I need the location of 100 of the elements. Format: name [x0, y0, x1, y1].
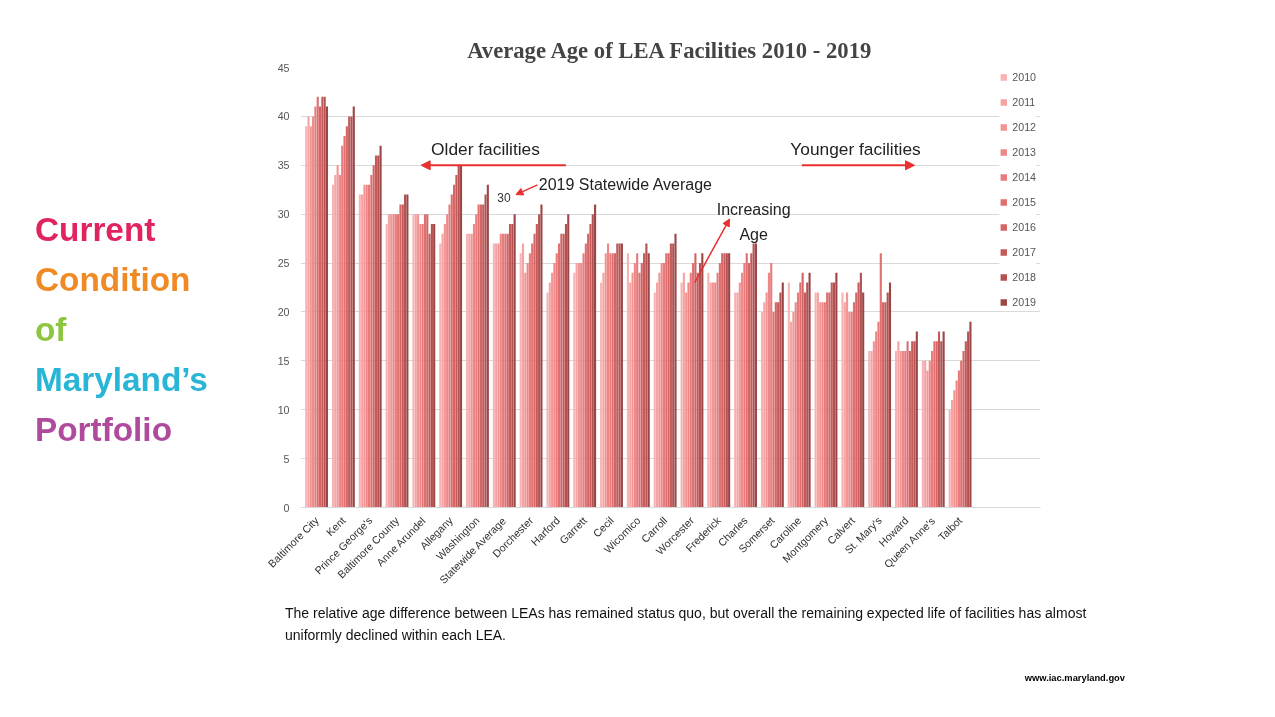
bar	[513, 214, 516, 508]
bar	[589, 223, 592, 508]
bar	[573, 272, 576, 508]
bar	[316, 96, 319, 508]
legend-label: 2016	[1012, 221, 1036, 233]
bar	[587, 233, 590, 508]
bar	[862, 292, 865, 508]
bar	[906, 341, 909, 508]
y-tick-label: 20	[277, 305, 290, 318]
bar	[640, 263, 643, 508]
bar	[886, 292, 889, 508]
y-tick-label: 10	[277, 403, 290, 416]
bar	[653, 292, 656, 508]
bar	[682, 272, 685, 508]
bar	[521, 243, 525, 508]
bar	[765, 292, 768, 508]
bar	[345, 126, 348, 508]
y-tick-label: 45	[277, 61, 290, 74]
bar	[698, 263, 702, 508]
annotation: 2019 Statewide Average	[538, 175, 713, 193]
bar	[745, 253, 748, 508]
bar	[841, 292, 844, 508]
bar	[567, 214, 570, 508]
bar	[336, 165, 339, 508]
bar	[859, 272, 862, 508]
bar	[645, 243, 648, 508]
y-tick-label: 40	[277, 110, 290, 123]
bar	[647, 253, 650, 508]
bar	[584, 243, 587, 508]
bar	[680, 282, 683, 508]
data-label: 30	[497, 191, 511, 206]
bar	[307, 116, 310, 508]
bar	[760, 311, 764, 508]
bar	[799, 282, 802, 508]
bar	[439, 243, 442, 508]
bar	[950, 399, 954, 508]
bar	[781, 282, 784, 508]
bar	[533, 233, 536, 508]
bar	[803, 292, 807, 508]
chart-title: Average Age of LEA Facilities 2010 - 2019	[467, 37, 872, 63]
bar	[309, 126, 312, 508]
bar	[331, 184, 335, 508]
bar	[600, 282, 603, 508]
bar	[538, 214, 541, 508]
text: The relative age difference between LEAs has remained status quo, but overall the remaining expected life of facilities has almost uniformly declined within each LEA.	[285, 604, 1088, 645]
legend-label: 2012	[1012, 121, 1036, 133]
bar	[352, 106, 355, 508]
bar	[591, 214, 594, 508]
bar	[385, 223, 388, 508]
text: www.iac.maryland.gov	[1024, 672, 1125, 685]
bar	[747, 263, 751, 508]
bar	[450, 194, 453, 508]
y-tick-label: 5	[283, 452, 290, 465]
bar	[915, 331, 918, 508]
bar	[557, 243, 561, 508]
bar	[318, 106, 322, 508]
bar	[701, 253, 704, 508]
bar	[843, 302, 846, 508]
bar	[857, 282, 860, 508]
bar	[872, 341, 875, 508]
bar	[969, 321, 972, 508]
bar	[519, 253, 522, 508]
bar	[428, 233, 431, 508]
bar	[631, 272, 634, 508]
bar	[888, 282, 892, 508]
bar	[806, 282, 809, 508]
bar	[696, 272, 699, 508]
bar	[325, 106, 329, 508]
y-tick-label: 0	[283, 501, 290, 514]
bar	[626, 253, 630, 508]
bar	[643, 253, 646, 508]
bar	[808, 272, 811, 508]
y-tick-label: 35	[277, 159, 290, 172]
bar	[835, 272, 838, 508]
bar	[779, 292, 782, 508]
y-tick-label: 25	[277, 257, 290, 270]
bar	[926, 370, 929, 508]
annotation: Increasing Age	[716, 201, 791, 243]
bar	[787, 282, 790, 508]
bar	[942, 331, 945, 508]
bar	[964, 341, 967, 508]
annotation: Younger facilities	[790, 139, 922, 160]
bar	[855, 292, 858, 508]
bar	[895, 351, 898, 508]
y-tick-label: 15	[277, 354, 290, 367]
legend-label: 2018	[1012, 271, 1036, 283]
bar	[486, 184, 489, 508]
bar	[343, 135, 346, 508]
bar	[484, 194, 487, 508]
bar	[441, 233, 444, 508]
legend-label: 2017	[1012, 246, 1036, 258]
bar	[948, 409, 951, 508]
bar	[937, 331, 941, 508]
bar	[370, 175, 373, 508]
bar	[845, 292, 849, 508]
y-tick-label: 30	[277, 208, 290, 221]
bar	[535, 223, 538, 508]
bar	[718, 263, 721, 508]
bar	[604, 253, 607, 508]
bar	[908, 351, 911, 508]
